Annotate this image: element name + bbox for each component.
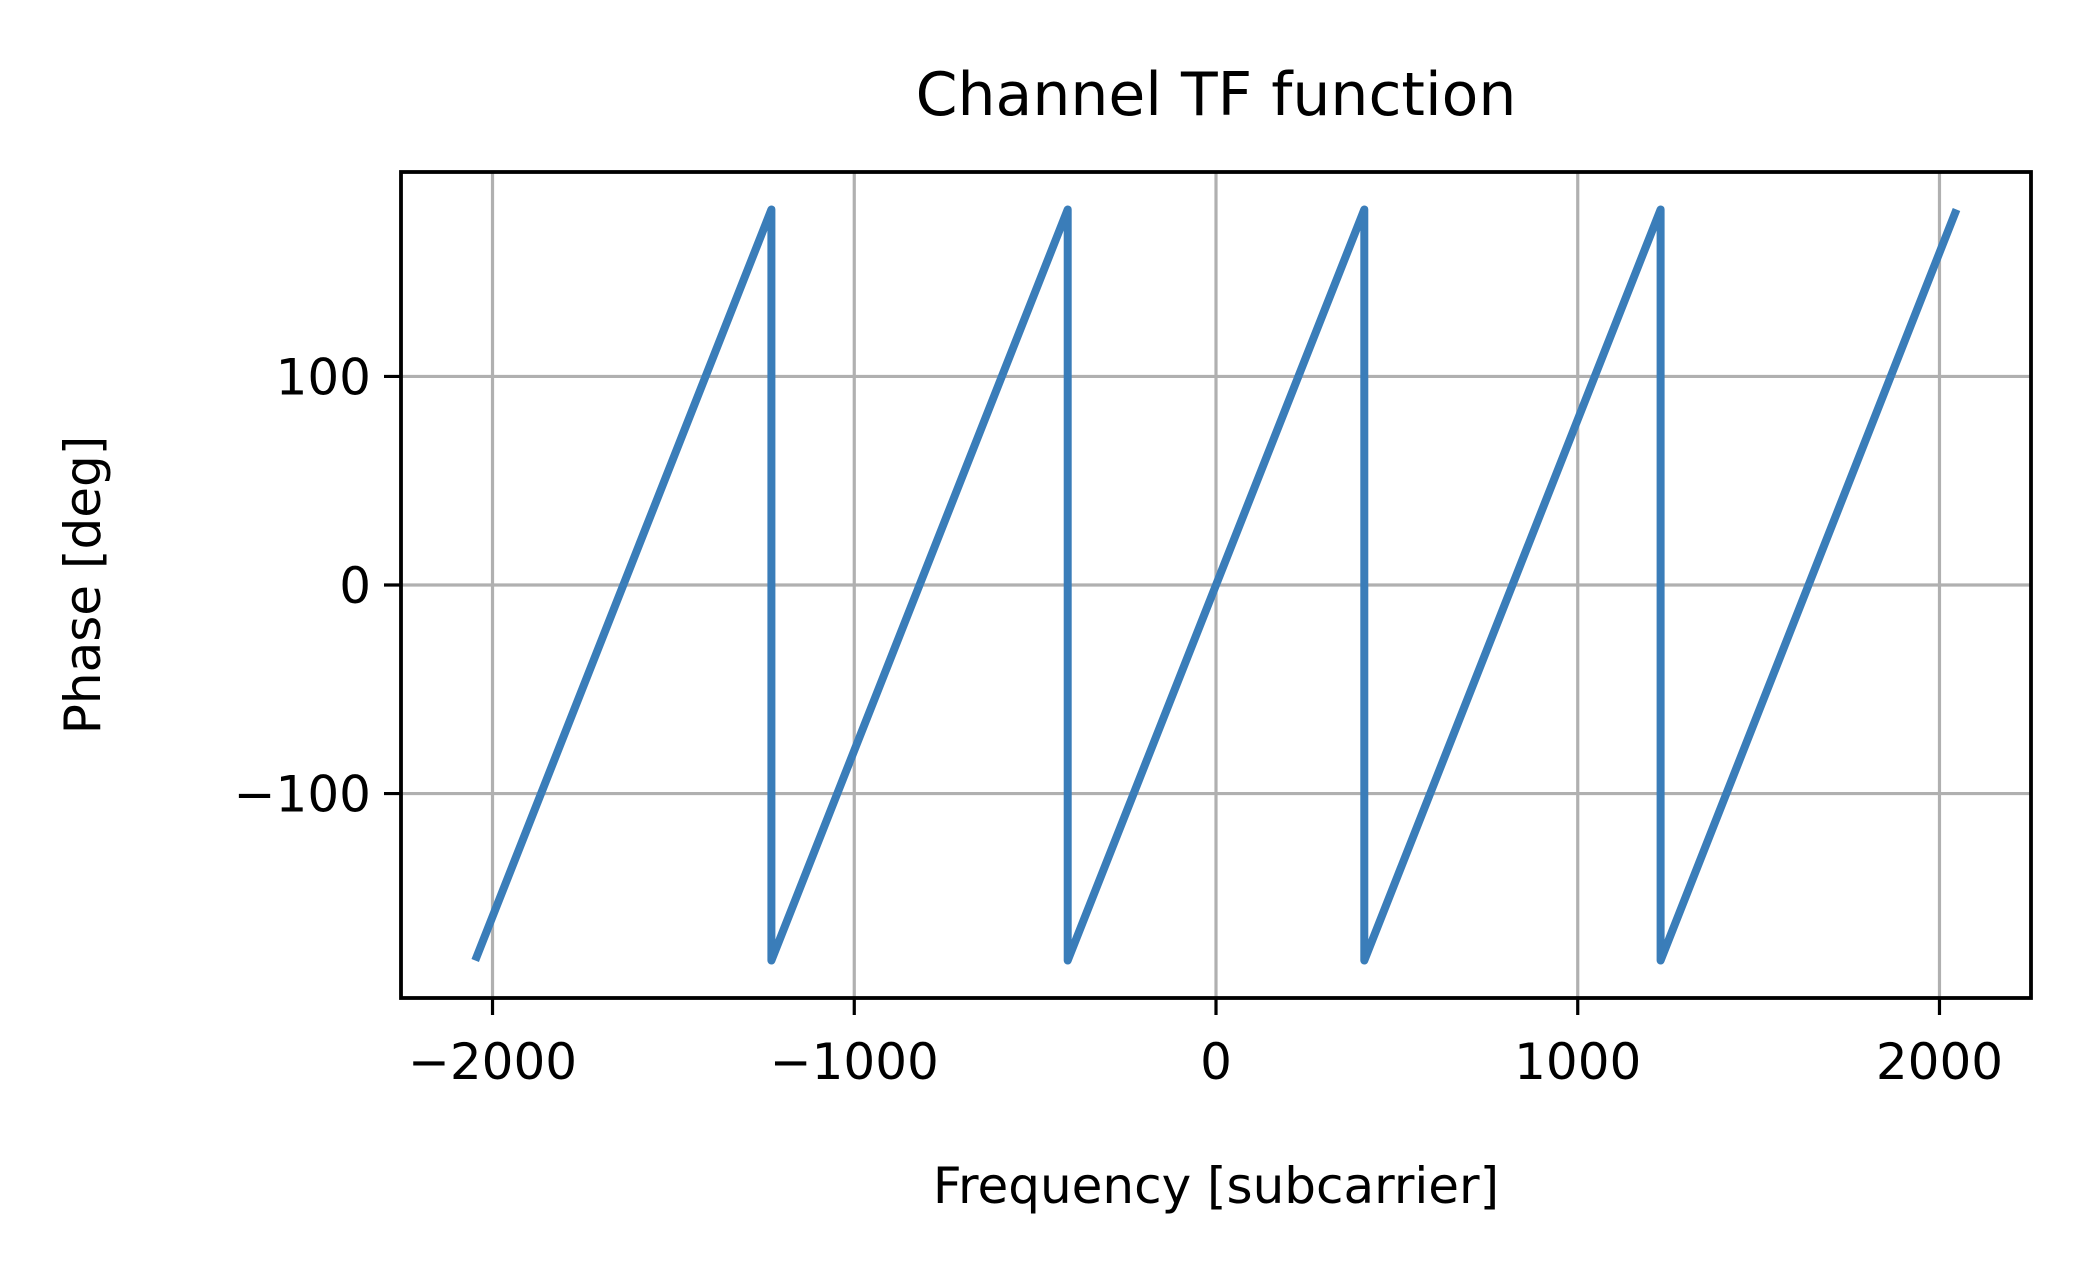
y-axis-label: Phase [deg] [54, 436, 112, 734]
y-tick-label: 100 [276, 348, 371, 406]
series-layer [471, 205, 1961, 965]
y-tick-label: 0 [339, 557, 371, 615]
chart-title: Channel TF function [916, 60, 1517, 130]
phase-series-line [471, 205, 1961, 965]
x-tick-label: 0 [1200, 1033, 1232, 1091]
x-axis-label: Frequency [subcarrier] [933, 1157, 1499, 1215]
x-tick-label: −2000 [408, 1033, 577, 1091]
x-tick-label: 2000 [1876, 1033, 2003, 1091]
x-tick-label: 1000 [1514, 1033, 1641, 1091]
x-tick-label: −1000 [770, 1033, 939, 1091]
y-tick-label: −100 [234, 766, 371, 824]
